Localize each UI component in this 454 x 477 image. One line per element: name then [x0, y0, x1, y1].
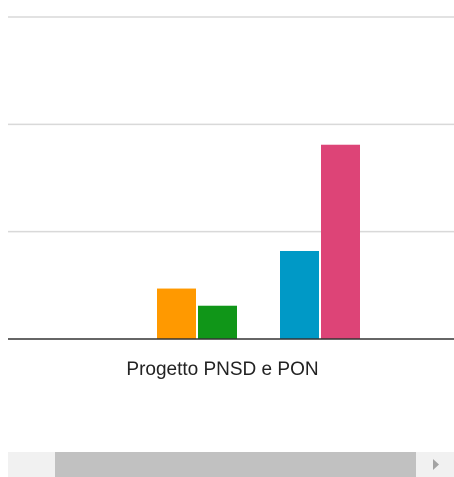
- bar: [280, 250, 319, 339]
- bar: [157, 288, 196, 339]
- scrollbar[interactable]: [8, 452, 454, 477]
- bar: [198, 305, 237, 339]
- x-tick-label: Progetto PNSD e PON: [126, 359, 318, 380]
- bar: [321, 144, 360, 339]
- scrollbar-thumb[interactable]: [55, 452, 416, 477]
- scroll-right-arrow[interactable]: [433, 459, 439, 470]
